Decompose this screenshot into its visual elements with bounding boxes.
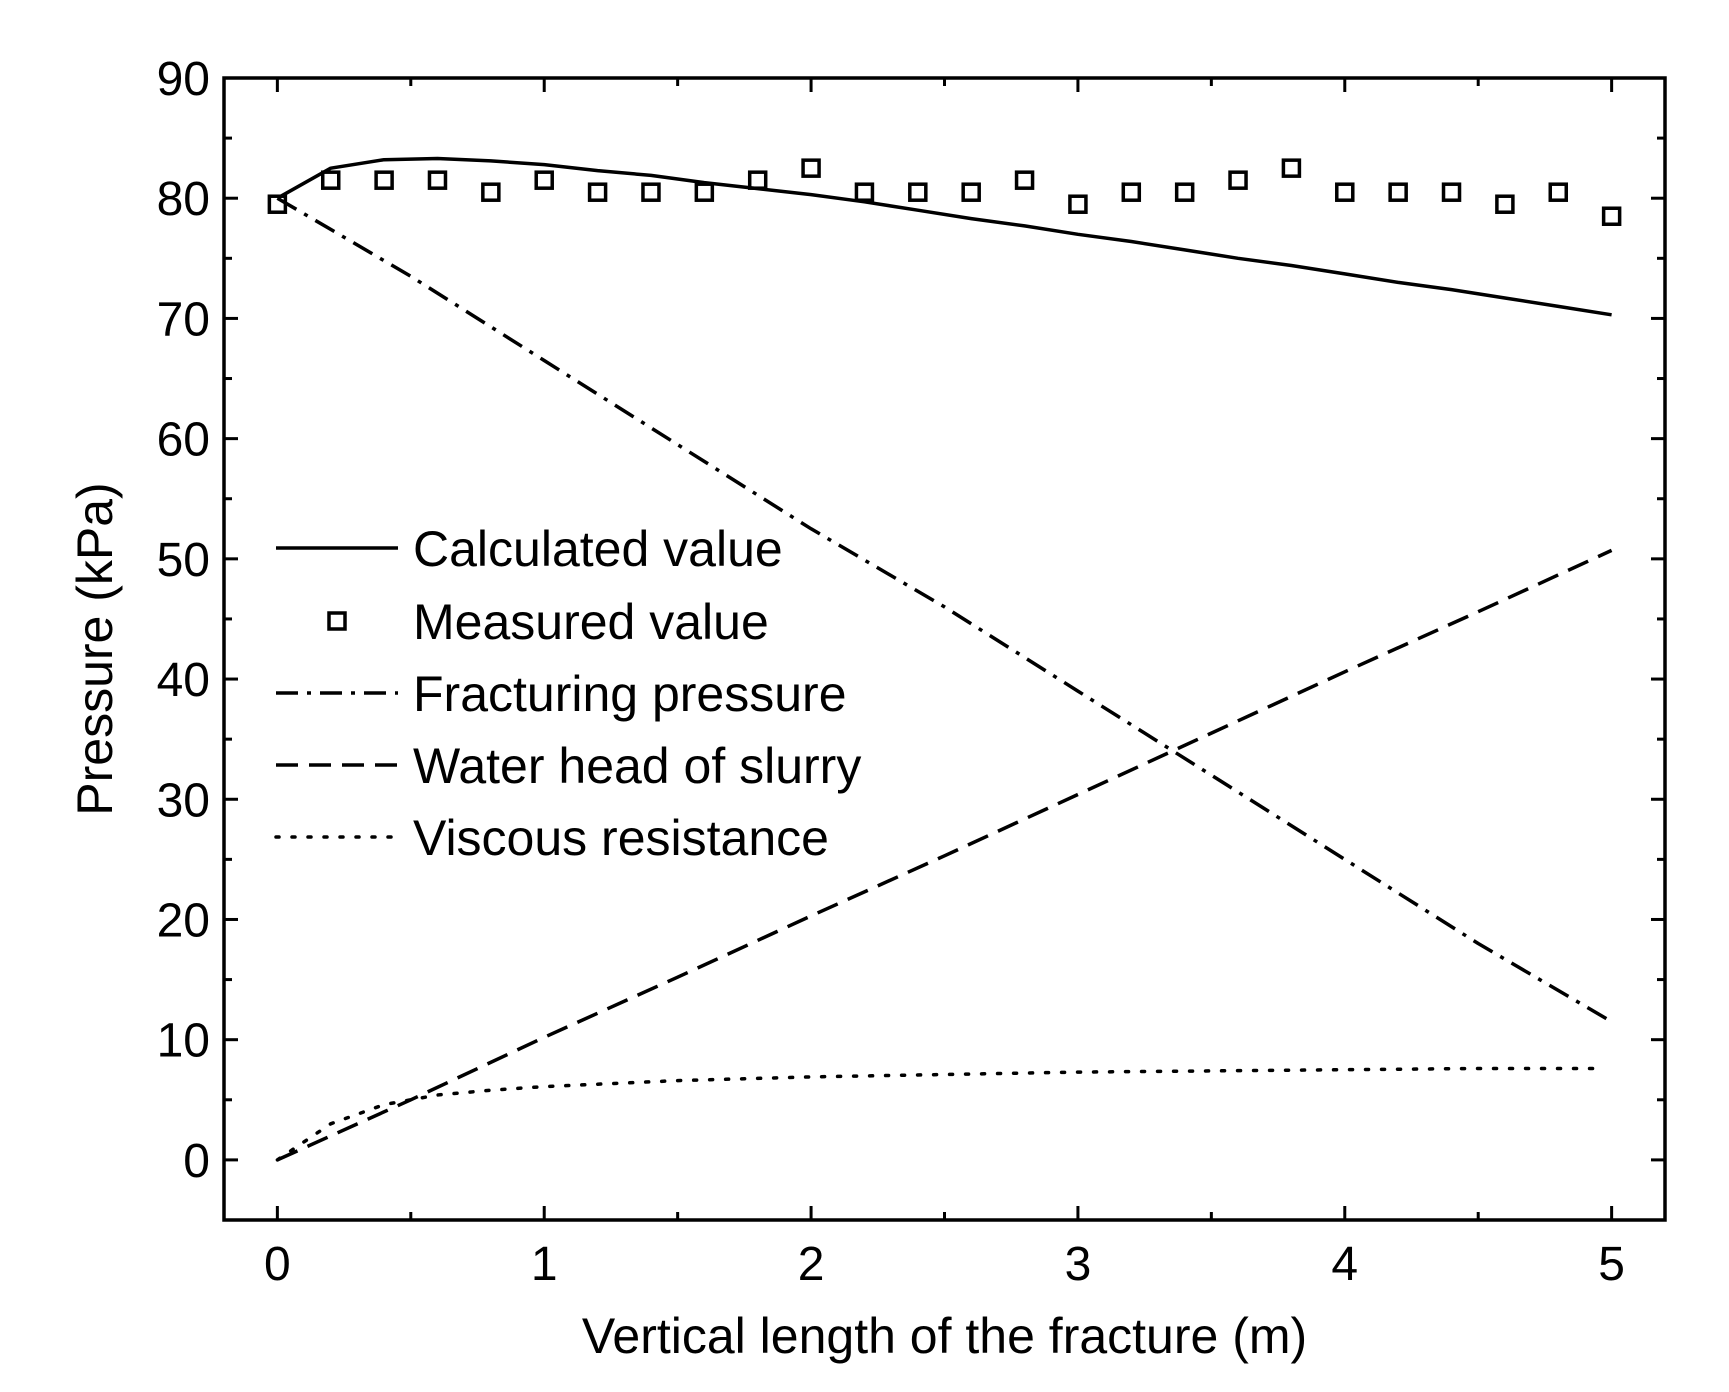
data-point-measured-value (481, 182, 501, 202)
y-tick-label: 80 (157, 173, 210, 226)
data-point-measured-value (747, 170, 768, 190)
axis-ticks (224, 76, 1665, 1222)
data-point-measured-value (1121, 182, 1142, 202)
legend-item-viscous-resistance: Viscous resistance (274, 810, 829, 866)
series-line-fracturing-pressure (276, 196, 1613, 1024)
y-tick-label: 90 (157, 53, 210, 106)
data-point-measured-value (1068, 194, 1088, 214)
data-point-measured-value (1335, 182, 1355, 202)
data-point-measured-value (1228, 170, 1248, 190)
data-point-measured-value (1174, 182, 1195, 202)
x-tick-label: 2 (798, 1238, 825, 1291)
legend-label: Measured value (413, 594, 769, 650)
y-tick-label: 0 (183, 1135, 210, 1188)
data-point-measured-value (1281, 158, 1302, 178)
x-tick-label: 4 (1331, 1238, 1358, 1291)
plot-area (267, 156, 1622, 1162)
data-point-measured-value (641, 182, 661, 202)
y-tick-label: 50 (157, 534, 210, 587)
legend-item-fracturing-pressure: Fracturing pressure (276, 666, 847, 722)
y-tick-label: 30 (157, 774, 210, 827)
series-line-calculated-value (276, 156, 1612, 317)
x-tick-label: 3 (1065, 1238, 1092, 1291)
y-tick-label: 60 (157, 414, 210, 467)
series-line-viscous-resistance (275, 1066, 1601, 1162)
legend-sample-marker (327, 611, 347, 631)
data-point-measured-value (320, 170, 341, 190)
x-axis-tick-labels: 0 1 2 3 4 5 (264, 1238, 1625, 1291)
data-point-measured-value (961, 182, 981, 202)
legend-item-water-head-of-slurry: Water head of slurry (276, 738, 861, 794)
data-point-measured-value (1388, 182, 1408, 202)
series-line-water-head-of-slurry (276, 548, 1613, 1162)
data-point-measured-value (1548, 182, 1569, 202)
y-tick-label: 10 (157, 1015, 210, 1068)
data-point-measured-value (374, 170, 394, 190)
data-point-measured-value (854, 182, 875, 202)
data-point-measured-value (1601, 206, 1622, 226)
y-tick-label: 20 (157, 894, 210, 947)
legend-label: Calculated value (413, 521, 783, 577)
data-point-measured-value (587, 182, 608, 202)
data-point-measured-value (1441, 182, 1462, 202)
legend-label: Fracturing pressure (413, 666, 847, 722)
data-point-measured-value (427, 170, 448, 190)
data-point-measured-value (1495, 194, 1515, 214)
legend-item-calculated-value: Calculated value (276, 521, 783, 577)
data-point-measured-value (1014, 170, 1035, 190)
data-point-measured-value (694, 182, 715, 202)
y-tick-label: 70 (157, 293, 210, 346)
x-tick-label: 0 (264, 1238, 291, 1291)
y-tick-label: 40 (157, 654, 210, 707)
legend-label: Water head of slurry (413, 738, 861, 794)
data-point-measured-value (801, 158, 821, 178)
x-tick-label: 1 (531, 1238, 558, 1291)
legend: Calculated value Measured value Fracturing… (274, 521, 861, 866)
legend-label: Viscous resistance (413, 810, 829, 866)
data-point-measured-value (534, 170, 554, 190)
x-axis-title: Vertical length of the fracture (m) (582, 1308, 1307, 1364)
y-axis-tick-labels: 0 10 20 30 40 50 60 70 80 90 (157, 53, 210, 1188)
data-point-measured-value (908, 182, 928, 202)
legend-item-measured-value: Measured value (327, 594, 769, 650)
y-axis-title: Pressure (kPa) (67, 482, 123, 815)
x-tick-label: 5 (1598, 1238, 1625, 1291)
